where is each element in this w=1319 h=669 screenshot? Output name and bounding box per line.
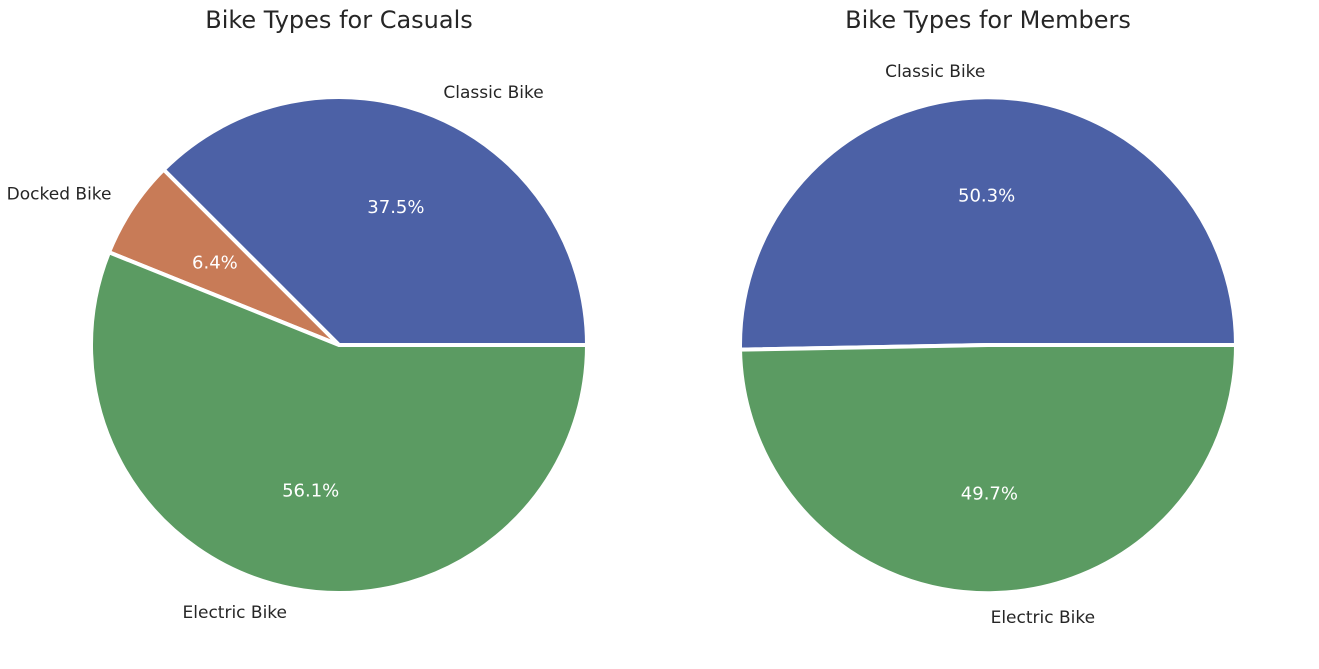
slice-label-electric-bike: Electric Bike xyxy=(183,603,287,623)
slice-percent-docked-bike: 6.4% xyxy=(192,252,238,273)
slice-label-docked-bike: Docked Bike xyxy=(7,185,112,205)
pie-slice-classic-bike xyxy=(738,95,1238,352)
chart-title: Bike Types for Casuals xyxy=(205,6,473,34)
slice-percent-electric-bike: 49.7% xyxy=(961,483,1018,504)
slice-label-classic-bike: Classic Bike xyxy=(443,83,543,103)
slice-percent-classic-bike: 50.3% xyxy=(958,186,1015,207)
slice-label-electric-bike: Electric Bike xyxy=(991,608,1095,628)
slice-percent-electric-bike: 56.1% xyxy=(282,481,339,502)
pie-chart-members: Bike Types for Members Classic Bike 50.3%… xyxy=(738,6,1238,628)
pie-slice-electric-bike xyxy=(89,250,589,595)
chart-title: Bike Types for Members xyxy=(845,6,1131,34)
slice-label-classic-bike: Classic Bike xyxy=(885,62,985,82)
slice-percent-classic-bike: 37.5% xyxy=(367,197,424,218)
pie-chart-casuals: Bike Types for Casuals Classic Bike 37.5%… xyxy=(7,6,589,623)
pie-slice-electric-bike xyxy=(738,343,1238,596)
pie-slice-classic-bike xyxy=(161,95,589,347)
